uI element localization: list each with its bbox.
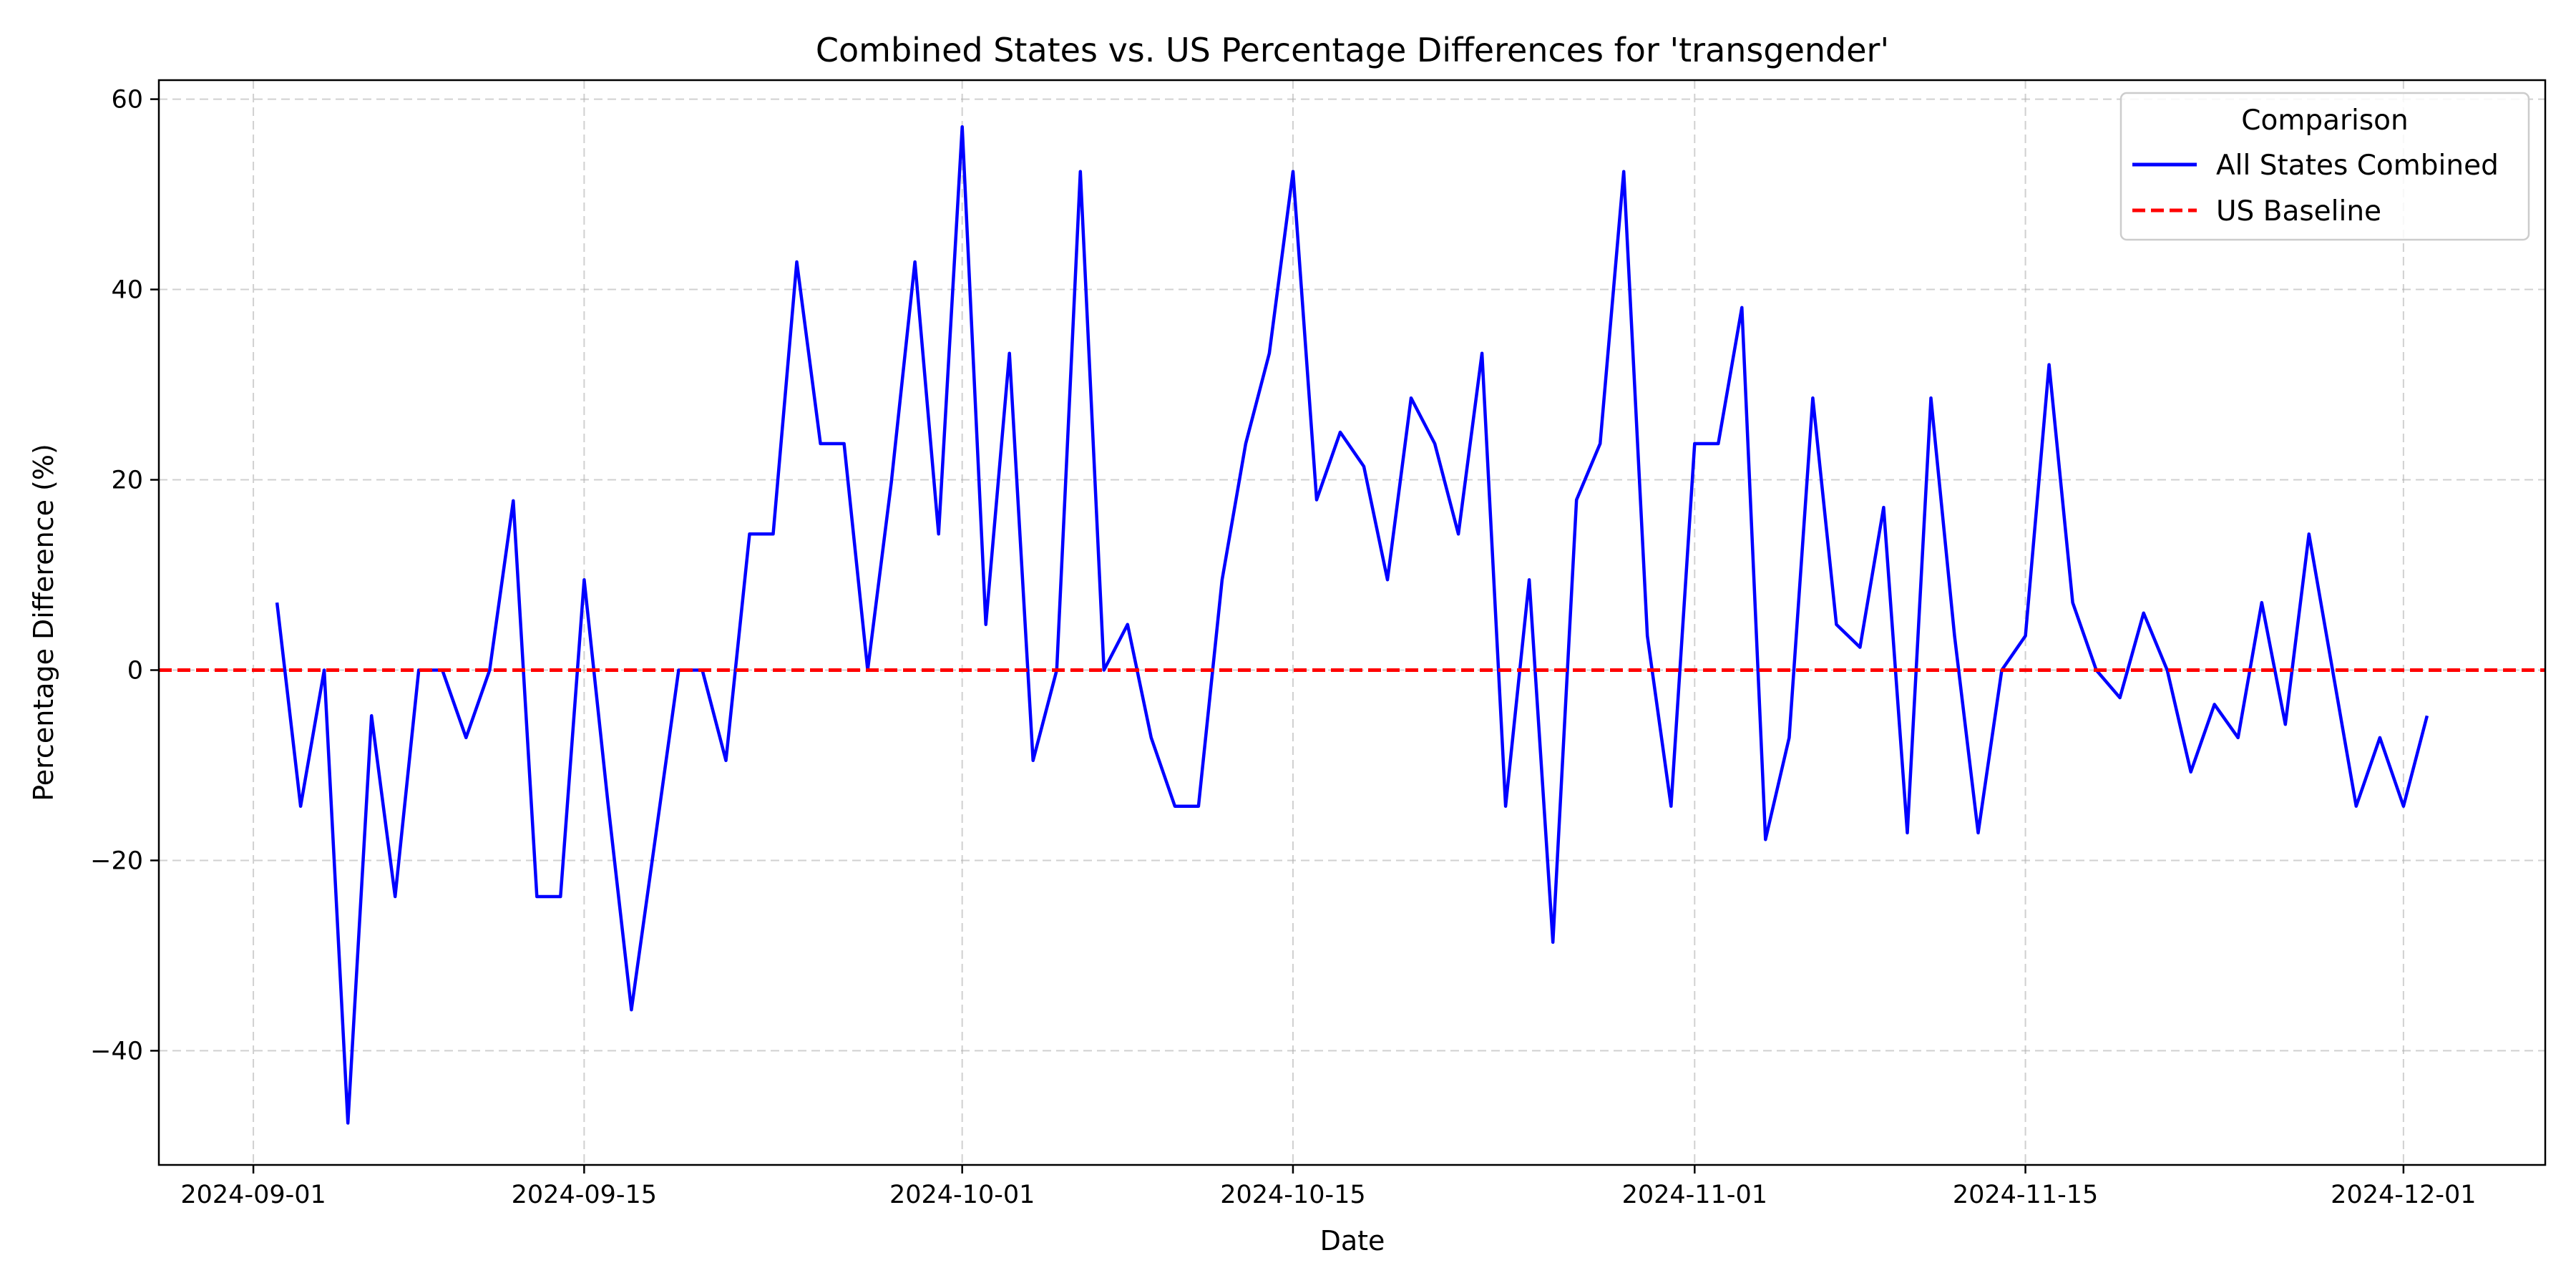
legend-label-all-states: All States Combined (2216, 150, 2499, 182)
y-tick-label: 60 (111, 86, 143, 114)
legend: Comparison All States Combined US Baseli… (2119, 92, 2530, 241)
legend-box (2119, 92, 2530, 241)
legend-title: Comparison (2241, 104, 2409, 137)
x-tick-label: 2024-10-15 (1220, 1181, 1365, 1209)
x-tick-label: 2024-11-15 (1953, 1181, 2098, 1209)
x-tick-label: 2024-09-15 (512, 1181, 657, 1209)
y-tick-label: 40 (111, 276, 143, 305)
series-line-all-states-combined (275, 125, 2429, 1125)
x-axis-title: Date (1320, 1225, 1385, 1257)
y-tick-label: 0 (127, 656, 143, 685)
y-tick-label: 20 (111, 467, 143, 495)
series-layer (159, 125, 2545, 1125)
legend-label-us-baseline: US Baseline (2216, 195, 2381, 228)
ticks: 2024-09-01 2024-09-15 2024-10-01 2024-10-15… (90, 86, 2476, 1209)
x-tick-label: 2024-11-01 (1622, 1181, 1767, 1209)
x-tick-label: 2024-10-01 (889, 1181, 1035, 1209)
x-tick-label: 2024-12-01 (2331, 1181, 2476, 1209)
y-axis-title: Percentage Difference (%) (28, 444, 59, 801)
y-tick-label: −20 (90, 847, 143, 875)
chart-title: Combined States vs. US Percentage Differ… (816, 31, 1889, 69)
y-tick-label: −40 (90, 1037, 143, 1065)
x-tick-label: 2024-09-01 (180, 1181, 326, 1209)
plot-frame (157, 79, 2547, 1166)
